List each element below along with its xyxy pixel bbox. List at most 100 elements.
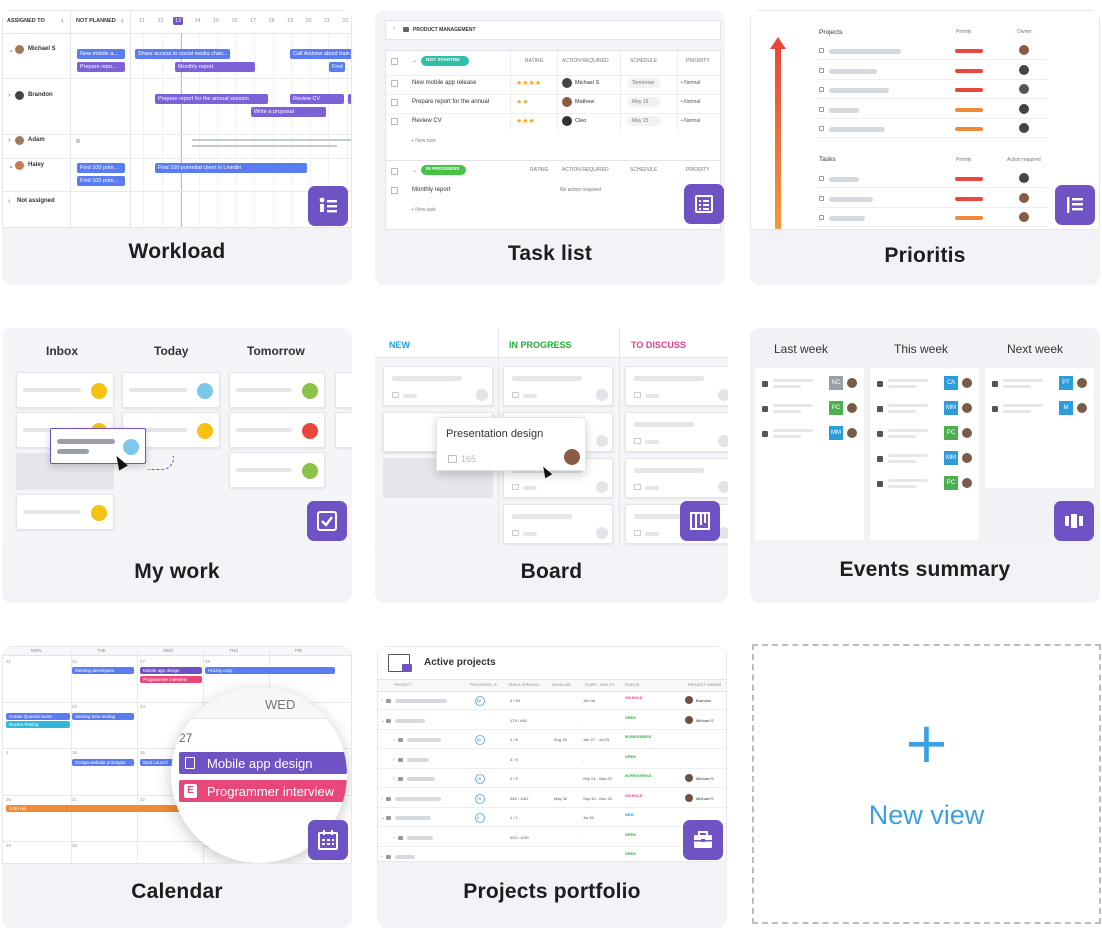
view-card-my-work[interactable]: Inbox Today Tomorrow My work bbox=[2, 328, 352, 603]
task-name[interactable]: Monthly report bbox=[412, 187, 451, 193]
dragged-card[interactable] bbox=[50, 428, 146, 464]
priority-value[interactable]: • Normal bbox=[681, 80, 701, 86]
view-card-calendar[interactable]: MON TUE WED THU FRI 21 22 27 28 23 24 4 15 16 26 21 22 25… bbox=[2, 646, 352, 928]
priority-value[interactable]: • Normal bbox=[681, 99, 701, 105]
rating-stars[interactable]: ★★★ bbox=[516, 118, 535, 125]
priority-bar[interactable] bbox=[955, 216, 983, 220]
checkbox[interactable] bbox=[391, 58, 398, 65]
priority-bar[interactable] bbox=[955, 127, 983, 131]
checkbox[interactable] bbox=[391, 118, 398, 125]
view-card-events-summary[interactable]: Last week This week Next week NC PC MM CA MM… bbox=[750, 328, 1100, 603]
expand-icon[interactable]: › bbox=[381, 854, 383, 860]
workload-bar[interactable]: Share access to social media chan... bbox=[135, 49, 230, 59]
priority-bar[interactable] bbox=[955, 88, 983, 92]
expand-icon[interactable]: › bbox=[8, 137, 11, 144]
priority-bar[interactable] bbox=[955, 177, 983, 181]
expand-icon[interactable]: › bbox=[8, 92, 11, 99]
workload-bar[interactable]: Prepare repo... bbox=[77, 62, 125, 72]
work-card[interactable] bbox=[229, 452, 325, 488]
workload-bar[interactable] bbox=[348, 94, 351, 104]
rating-stars[interactable]: ★★★★ bbox=[516, 80, 542, 87]
zoom-event[interactable]: E Programmer interview bbox=[179, 780, 347, 802]
schedule-pill[interactable] bbox=[627, 97, 661, 107]
calendar-event[interactable]: Mobile app design bbox=[140, 667, 202, 674]
expand-icon[interactable]: › bbox=[393, 756, 395, 763]
view-card-workload[interactable]: ASSIGNED TO NOT PLANNED ‹ ‹ 11 12 13 14 15 16… bbox=[2, 10, 352, 285]
checkbox[interactable] bbox=[391, 80, 398, 87]
view-card-prioritis[interactable]: Projects Priority Owner Tasks Priority A… bbox=[750, 10, 1100, 285]
calendar-event[interactable]: John Hill bbox=[6, 805, 191, 812]
new-task-link[interactable]: + New task bbox=[411, 207, 436, 213]
workload-bar[interactable]: Find bbox=[329, 62, 345, 72]
view-card-board[interactable]: NEW IN PROGRESS TO DISCUSS Presentation … bbox=[375, 328, 728, 603]
workload-bar[interactable]: Call Andrew about train... bbox=[290, 49, 351, 59]
text-line bbox=[403, 394, 417, 398]
priority-bar[interactable] bbox=[955, 68, 983, 73]
priority-bar[interactable] bbox=[955, 196, 983, 201]
avatar bbox=[962, 378, 972, 388]
board-card[interactable] bbox=[625, 458, 728, 498]
new-task-link[interactable]: + New task bbox=[411, 138, 436, 144]
schedule-pill[interactable] bbox=[627, 116, 661, 126]
expand-icon[interactable]: ⌄ bbox=[381, 717, 386, 724]
calendar-event[interactable]: Best Launch bbox=[140, 759, 180, 766]
zoom-event[interactable]: Mobile app design bbox=[179, 752, 347, 774]
priority-value[interactable]: • Normal bbox=[681, 118, 701, 124]
work-card[interactable] bbox=[229, 412, 325, 448]
workload-bar[interactable]: Find 100 pote... bbox=[77, 163, 125, 173]
work-card[interactable] bbox=[16, 372, 114, 408]
task-list-preview: › PRODUCT MANAGEMENT ⌄ NOT STARTED RATIN… bbox=[375, 10, 725, 230]
board-card[interactable] bbox=[625, 366, 728, 406]
expand-icon[interactable]: ⌄ bbox=[381, 815, 386, 821]
schedule-pill[interactable] bbox=[627, 78, 661, 88]
work-card[interactable] bbox=[122, 372, 220, 408]
expand-icon[interactable]: › bbox=[393, 834, 395, 841]
board-card[interactable] bbox=[625, 412, 728, 452]
calendar-event[interactable]: Meeting developers bbox=[72, 667, 134, 674]
rating-stars[interactable]: ★★ bbox=[516, 99, 529, 106]
calendar-event[interactable]: Programmer interview bbox=[140, 676, 202, 683]
task-name[interactable]: Prepare report for the annual bbox=[412, 99, 490, 105]
work-card[interactable] bbox=[335, 372, 352, 408]
calendar-event[interactable]: Starting beta testing bbox=[72, 713, 134, 720]
checkbox[interactable] bbox=[391, 99, 398, 106]
expand-icon[interactable]: ⌄ bbox=[8, 47, 14, 54]
workload-bar[interactable]: New mobile a... bbox=[77, 49, 125, 59]
view-card-task-list[interactable]: › PRODUCT MANAGEMENT ⌄ NOT STARTED RATIN… bbox=[375, 10, 725, 285]
calendar-event[interactable]: Create Questionnaire bbox=[6, 713, 70, 720]
task-name[interactable]: New mobile app release bbox=[412, 80, 477, 86]
new-view-button[interactable]: + New view bbox=[752, 644, 1101, 924]
expand-icon[interactable]: › bbox=[393, 776, 395, 782]
expand-icon[interactable]: ⌄ bbox=[8, 163, 14, 170]
priority-bar[interactable] bbox=[955, 107, 983, 112]
today-marker bbox=[181, 33, 182, 227]
workload-bar[interactable]: Find 100 potential client in Linedin bbox=[155, 163, 307, 173]
expand-icon[interactable]: › bbox=[381, 795, 383, 802]
board-card[interactable] bbox=[503, 504, 613, 544]
work-card[interactable] bbox=[335, 412, 352, 448]
checkbox[interactable] bbox=[391, 187, 398, 194]
portfolio-logo-badge bbox=[402, 664, 412, 672]
calendar-event[interactable]: Rocket Testing bbox=[6, 721, 70, 728]
workload-bar[interactable]: Find 100 pote... bbox=[77, 176, 125, 186]
view-card-projects-portfolio[interactable]: Active projects PROJECT PROGRESS, % TASKS … bbox=[377, 646, 727, 928]
work-card[interactable] bbox=[16, 494, 114, 530]
work-card[interactable] bbox=[229, 372, 325, 408]
calendar-event[interactable]: Design website prototype bbox=[72, 759, 134, 766]
expand-icon[interactable]: › bbox=[393, 737, 395, 743]
priority-bar[interactable] bbox=[955, 49, 983, 53]
checkbox[interactable] bbox=[391, 168, 398, 175]
board-card[interactable] bbox=[503, 366, 613, 406]
expand-icon[interactable]: › bbox=[8, 198, 11, 205]
task-name[interactable]: Review CV bbox=[412, 118, 442, 124]
workload-bar[interactable]: Prepare report for the annual session bbox=[155, 94, 268, 104]
task-name-line bbox=[829, 196, 873, 202]
workload-bar[interactable]: Write a proposal bbox=[251, 107, 326, 117]
board-card[interactable] bbox=[383, 366, 493, 406]
dragged-card[interactable]: Presentation design 165 bbox=[436, 417, 586, 471]
workload-bar[interactable]: Review CV bbox=[290, 94, 344, 104]
workload-bar[interactable]: Monthly report bbox=[175, 62, 255, 72]
calendar-event[interactable]: HotJay corp. bbox=[205, 667, 335, 674]
col-schedule: SCHEDULE bbox=[630, 167, 658, 173]
expand-icon[interactable]: › bbox=[381, 698, 383, 704]
